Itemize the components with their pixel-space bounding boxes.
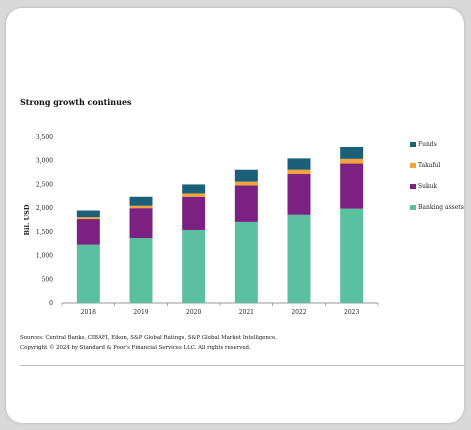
bar-banking-assets-2021	[234, 221, 258, 303]
bar-funds-2021	[234, 169, 258, 182]
bar-sukuk-2019	[129, 208, 153, 239]
y-tick-label: 500	[42, 276, 54, 283]
bar-banking-assets-2022	[287, 214, 311, 303]
x-tick-label: 2022	[291, 309, 306, 316]
legend-label: Funds	[418, 141, 437, 148]
bar-takaful-2022	[287, 169, 311, 174]
divider	[20, 365, 464, 366]
legend-swatch	[410, 163, 416, 168]
x-tick-label: 2021	[239, 309, 254, 316]
bar-takaful-2020	[182, 193, 206, 197]
legend-item: Funds	[410, 139, 471, 151]
bar-banking-assets-2020	[182, 229, 206, 303]
y-axis-title: Bil. USD	[23, 204, 31, 235]
y-tick-label: 2,000	[36, 205, 53, 212]
bar-banking-assets-2019	[129, 238, 153, 303]
legend-swatch	[410, 184, 416, 189]
y-tick-label: 1,000	[36, 253, 53, 260]
bar-takaful-2019	[129, 205, 153, 209]
legend-label: Banking assets	[418, 204, 464, 211]
bar-takaful-2021	[234, 181, 258, 186]
legend-item: Banking assets	[410, 202, 471, 214]
y-tick-label: 0	[49, 300, 53, 307]
bar-sukuk-2020	[182, 196, 206, 230]
y-tick-label: 2,500	[36, 181, 53, 188]
bar-takaful-2018	[76, 217, 100, 220]
bar-funds-2018	[76, 210, 100, 218]
bar-sukuk-2023	[340, 163, 364, 209]
legend-label: Takaful	[418, 162, 441, 169]
x-tick-label: 2019	[133, 309, 148, 316]
bar-takaful-2023	[340, 158, 364, 164]
bar-funds-2023	[340, 146, 364, 159]
bar-sukuk-2021	[234, 185, 258, 222]
x-tick-label: 2020	[186, 309, 201, 316]
y-tick-label: 1,500	[36, 229, 53, 236]
legend-label: Sukuk	[418, 183, 438, 190]
legend-swatch	[410, 205, 416, 210]
chart-footer: Sources: Central Banks, CIBAFI, Eikon, S…	[20, 333, 277, 353]
bar-funds-2022	[287, 158, 311, 170]
legend-item: Sukuk	[410, 181, 471, 193]
copyright-note: Copyright © 2024 by Standard & Poor's Fi…	[20, 345, 251, 351]
bar-funds-2020	[182, 184, 206, 194]
x-tick-label: 2023	[344, 309, 359, 316]
x-tick-label: 2018	[81, 309, 96, 316]
y-tick-label: 3,500	[36, 134, 53, 141]
bar-sukuk-2022	[287, 173, 311, 215]
sources-note: Sources: Central Banks, CIBAFI, Eikon, S…	[20, 335, 277, 341]
y-tick-label: 3,000	[36, 158, 53, 165]
chart-title: Strong growth continues	[20, 97, 132, 107]
bar-sukuk-2018	[76, 219, 100, 245]
legend-item: Takaful	[410, 160, 471, 172]
bar-banking-assets-2018	[76, 244, 100, 303]
legend-swatch	[410, 142, 416, 147]
bar-funds-2019	[129, 196, 153, 206]
bar-banking-assets-2023	[340, 208, 364, 303]
